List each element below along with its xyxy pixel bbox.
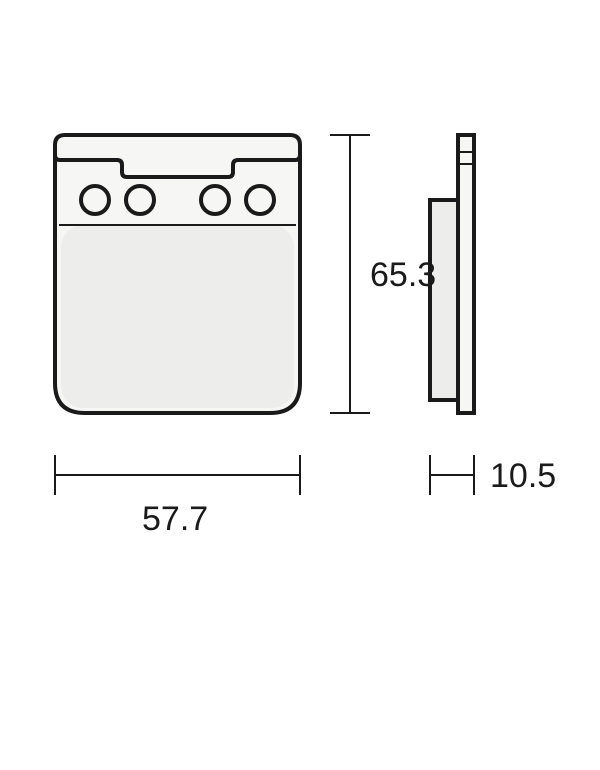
dim-thickness-label: 10.5 [490, 457, 556, 496]
dim-thickness [0, 0, 600, 770]
drawing-canvas: 65.3 57.7 10.5 [0, 0, 600, 770]
